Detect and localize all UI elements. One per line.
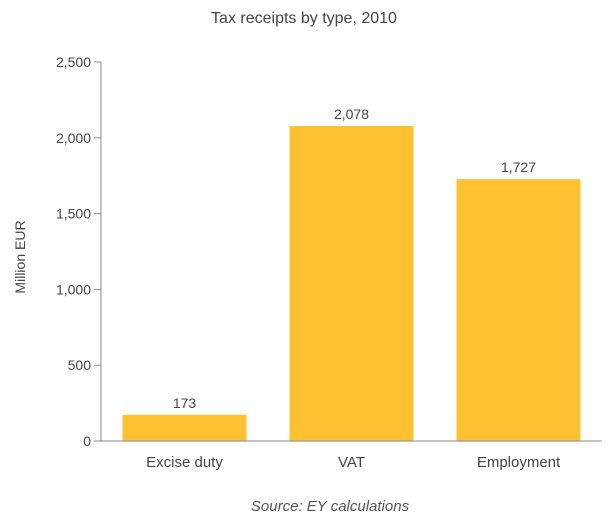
chart-title: Tax receipts by type, 2010 xyxy=(211,10,397,27)
y-tick-label: 0 xyxy=(83,433,91,449)
bar-value-label: 1,727 xyxy=(501,159,536,175)
y-tick-label: 1,000 xyxy=(56,281,91,297)
source-note: Source: EY calculations xyxy=(250,498,410,515)
y-tick-label: 1,500 xyxy=(56,206,91,222)
x-tick-label: Employment xyxy=(477,454,561,471)
y-tick-label: 2,000 xyxy=(56,130,91,146)
x-tick-label: Excise duty xyxy=(146,454,223,471)
x-axis: Excise duty VAT Employment xyxy=(101,440,602,471)
y-axis: 0 500 1,000 1,500 2,000 2,500 xyxy=(56,54,102,449)
bar-value-label: 2,078 xyxy=(334,106,369,122)
x-tick-label: VAT xyxy=(338,454,365,471)
bars: 173 2,078 1,727 xyxy=(122,106,581,442)
y-tick-label: 500 xyxy=(68,357,92,373)
bar-value-label: 173 xyxy=(173,395,197,411)
y-tick-label: 2,500 xyxy=(56,54,91,70)
bar xyxy=(122,414,247,441)
bar xyxy=(289,125,414,442)
bar xyxy=(456,179,581,441)
